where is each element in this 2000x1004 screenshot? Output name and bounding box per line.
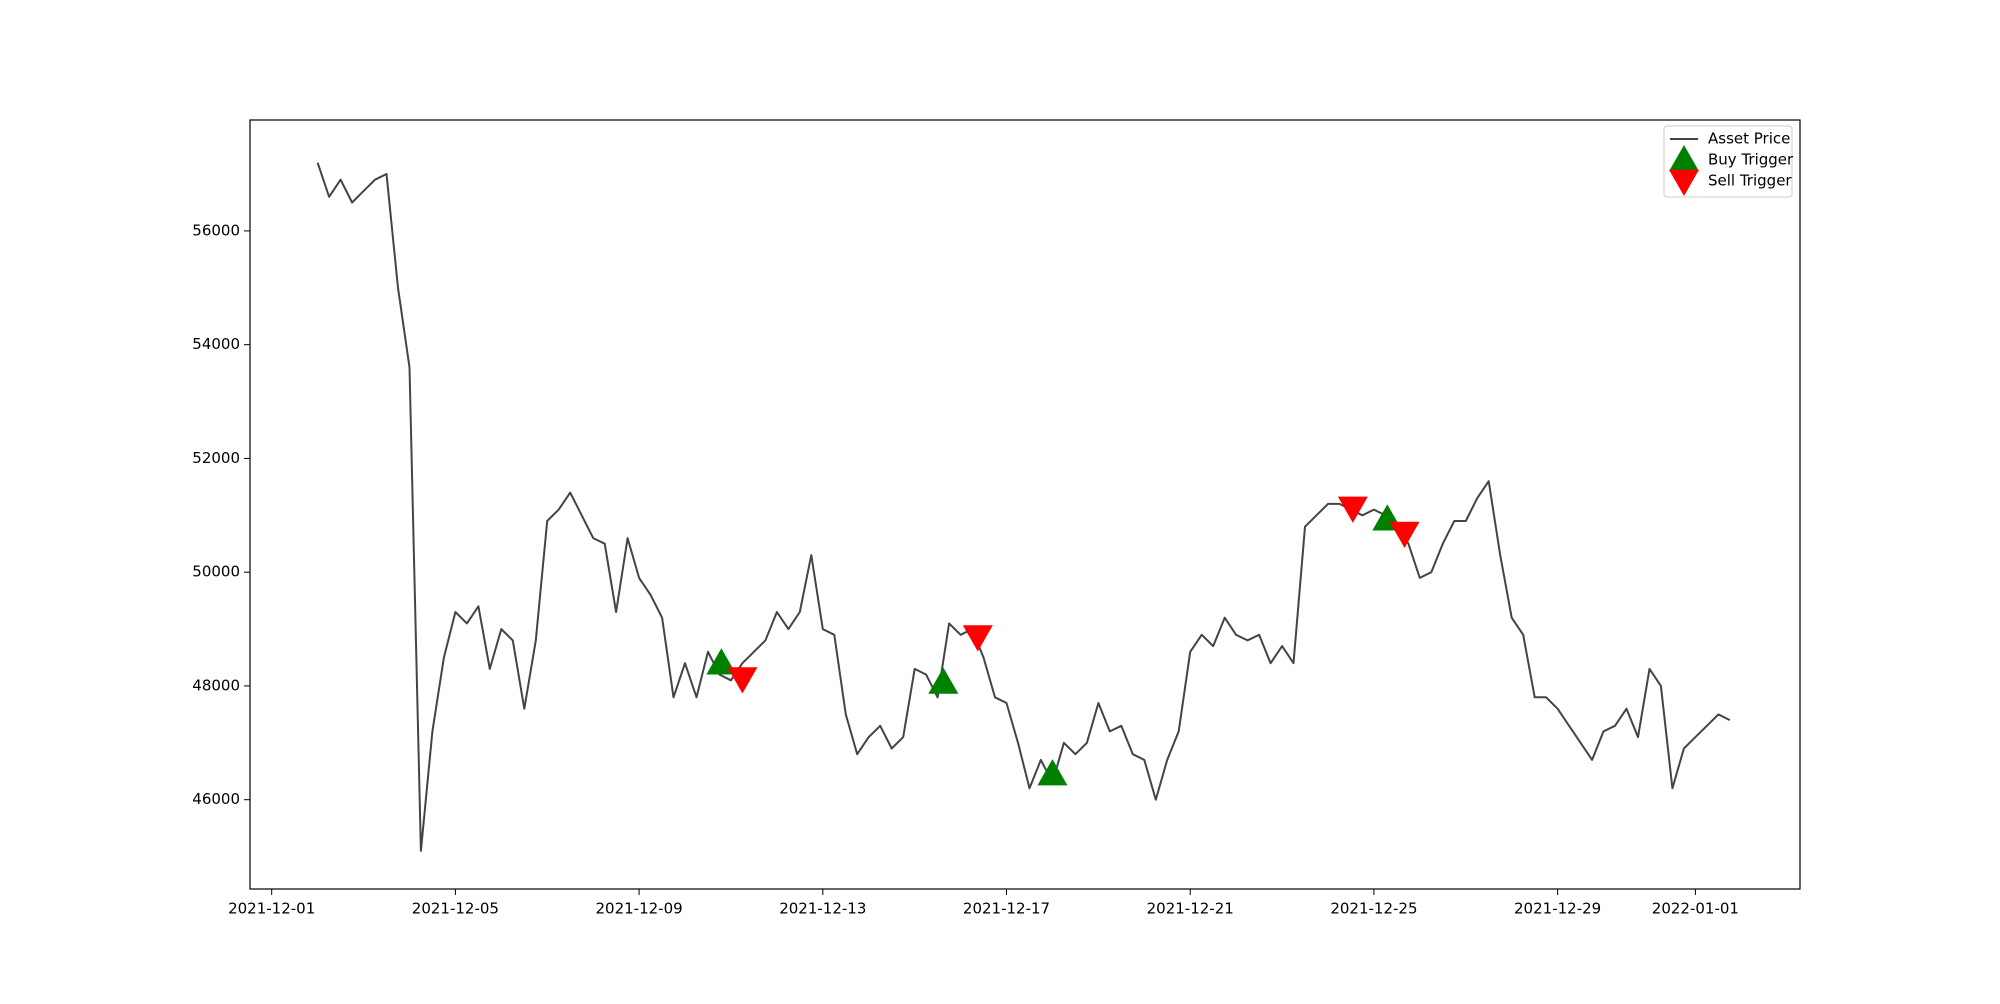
x-tick-label: 2021-12-13 <box>779 900 866 918</box>
y-tick-label: 56000 <box>192 221 240 239</box>
x-tick-label: 2021-12-29 <box>1514 900 1601 918</box>
y-tick-label: 46000 <box>192 790 240 808</box>
plot-frame <box>249 119 1801 890</box>
x-tick-label: 2021-12-21 <box>1147 900 1234 918</box>
legend-box <box>1663 125 1793 198</box>
y-tick-label: 52000 <box>192 449 240 467</box>
sell-marker <box>962 625 993 652</box>
y-tick-label: 50000 <box>192 563 240 581</box>
y-tick-label: 54000 <box>192 335 240 353</box>
legend-label: Buy Trigger <box>1708 151 1794 169</box>
legend-label: Sell Trigger <box>1708 172 1792 190</box>
x-tick-label: 2021-12-25 <box>1330 900 1417 918</box>
sell-marker <box>1337 496 1368 523</box>
sell-marker <box>727 667 758 694</box>
sell-marker <box>1389 521 1420 548</box>
buy-marker <box>1037 759 1068 786</box>
x-tick-label: 2021-12-01 <box>228 900 315 918</box>
price-line <box>316 162 1731 852</box>
x-tick-label: 2022-01-01 <box>1652 900 1739 918</box>
legend-label: Asset Price <box>1708 130 1790 148</box>
legend: Asset Price Buy Trigger Sell Trigger <box>1663 125 1794 198</box>
legend-marker <box>1669 169 1699 196</box>
legend-marker <box>1669 145 1699 172</box>
y-tick-label: 48000 <box>192 676 240 694</box>
buy-marker <box>928 667 959 694</box>
x-tick-label: 2021-12-17 <box>963 900 1050 918</box>
x-tick-label: 2021-12-09 <box>596 900 683 918</box>
x-tick-label: 2021-12-05 <box>412 900 499 918</box>
